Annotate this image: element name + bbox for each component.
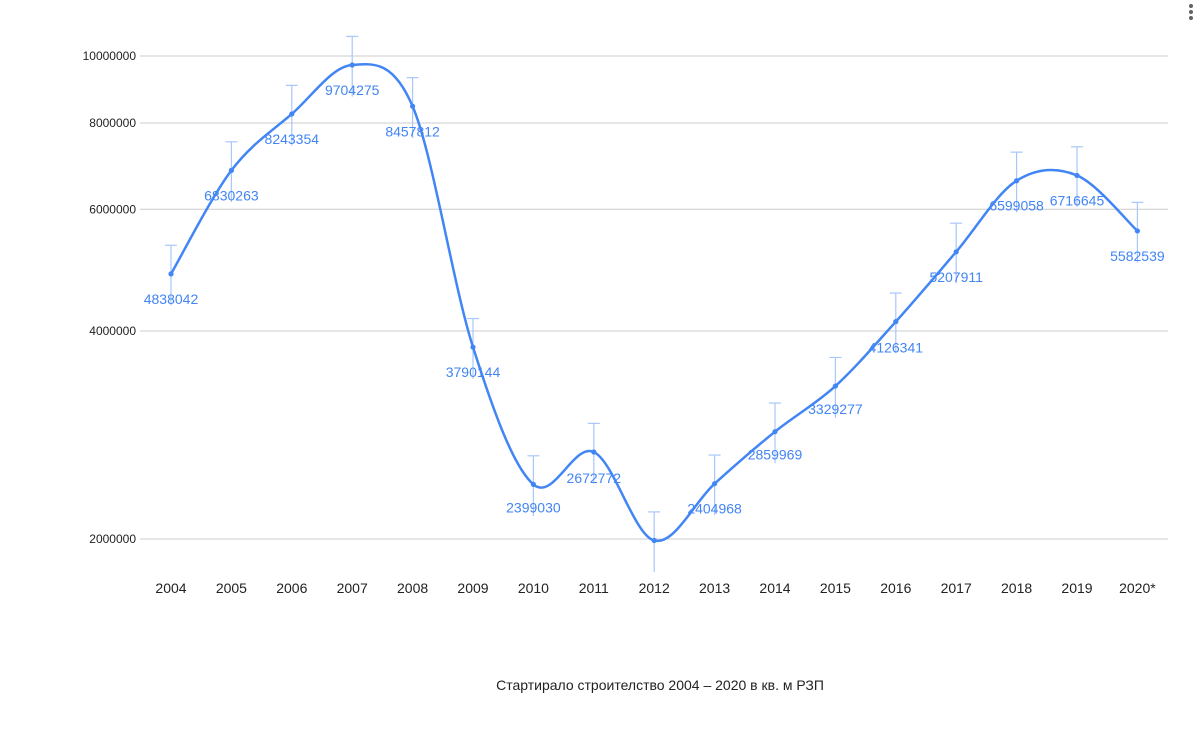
data-label: 5207911: [929, 269, 983, 285]
data-point: [1014, 178, 1020, 184]
x-axis-tick-labels: 2004 2005 2006 2007 2008 2009 2010 2011 2012 2013…: [155, 580, 1156, 596]
data-point: [772, 429, 778, 435]
x-tick-label: 2007: [337, 580, 368, 596]
data-points: [168, 62, 1140, 544]
data-label: 6716645: [1050, 192, 1105, 208]
data-point: [410, 103, 416, 109]
data-point: [470, 344, 476, 350]
x-tick-label: 2009: [457, 580, 488, 596]
data-point: [893, 319, 899, 325]
x-tick-label: 2014: [759, 580, 790, 596]
series-line: [169, 63, 1139, 542]
data-labels: 4838042 6830263 8243354 9704275 8457812 37901…: [144, 82, 1165, 517]
data-point: [228, 167, 234, 174]
data-label: 2672772: [567, 470, 622, 486]
data-label: 6599058: [989, 198, 1044, 214]
data-label: 4838042: [144, 291, 199, 307]
data-label: 3329277: [808, 401, 863, 417]
menu-dot: [1189, 10, 1193, 14]
x-tick-label: 2006: [276, 580, 307, 596]
data-point: [289, 111, 295, 117]
x-tick-label: 2013: [699, 580, 730, 596]
x-tick-label: 2016: [880, 580, 911, 596]
x-tick-label: 2011: [579, 580, 609, 596]
x-tick-label: 2010: [518, 580, 549, 596]
x-tick-label: 2005: [216, 580, 247, 596]
y-tick-label: 8000000: [89, 116, 136, 130]
x-tick-label: 2019: [1061, 580, 1092, 596]
data-point: [591, 449, 597, 455]
error-bars: [165, 35, 1144, 573]
y-tick-label: 6000000: [89, 202, 136, 216]
data-label: 2399030: [506, 499, 561, 515]
data-label: 6830263: [204, 187, 259, 203]
gridlines: [140, 55, 1168, 540]
x-tick-label: 2015: [820, 580, 851, 596]
data-point: [349, 62, 355, 68]
more-options-icon[interactable]: [1188, 2, 1194, 24]
x-tick-label: 2020*: [1119, 580, 1156, 596]
y-axis-tick-labels: 2000000 4000000 6000000 8000000 10000000: [83, 49, 137, 546]
x-tick-label: 2008: [397, 580, 428, 596]
data-point: [1074, 172, 1080, 179]
data-point: [530, 481, 537, 488]
data-point: [651, 537, 657, 544]
x-tick-label: 2012: [639, 580, 670, 596]
menu-dot: [1189, 4, 1193, 8]
data-label: 2404968: [687, 501, 742, 517]
data-label: 3790144: [446, 364, 501, 380]
data-label: 8243354: [265, 131, 320, 147]
y-tick-label: 2000000: [89, 532, 136, 546]
menu-dot: [1189, 16, 1193, 20]
x-tick-label: 2017: [941, 580, 972, 596]
data-point: [953, 249, 959, 255]
data-label: 8457812: [385, 123, 440, 139]
data-point: [168, 271, 174, 277]
data-point: [832, 383, 839, 389]
data-label: 9704275: [325, 82, 380, 98]
data-point: [712, 481, 718, 487]
y-tick-label: 4000000: [89, 324, 136, 338]
x-tick-label: 2004: [155, 580, 186, 596]
x-axis-title: Стартирало строителство 2004 – 2020 в кв…: [496, 677, 824, 693]
data-label: 5582539: [1110, 248, 1165, 264]
data-point: [1134, 228, 1140, 234]
data-label: 2859969: [748, 447, 803, 463]
y-tick-label: 10000000: [83, 49, 137, 63]
x-tick-label: 2018: [1001, 580, 1032, 596]
data-label: 4126341: [869, 340, 924, 356]
